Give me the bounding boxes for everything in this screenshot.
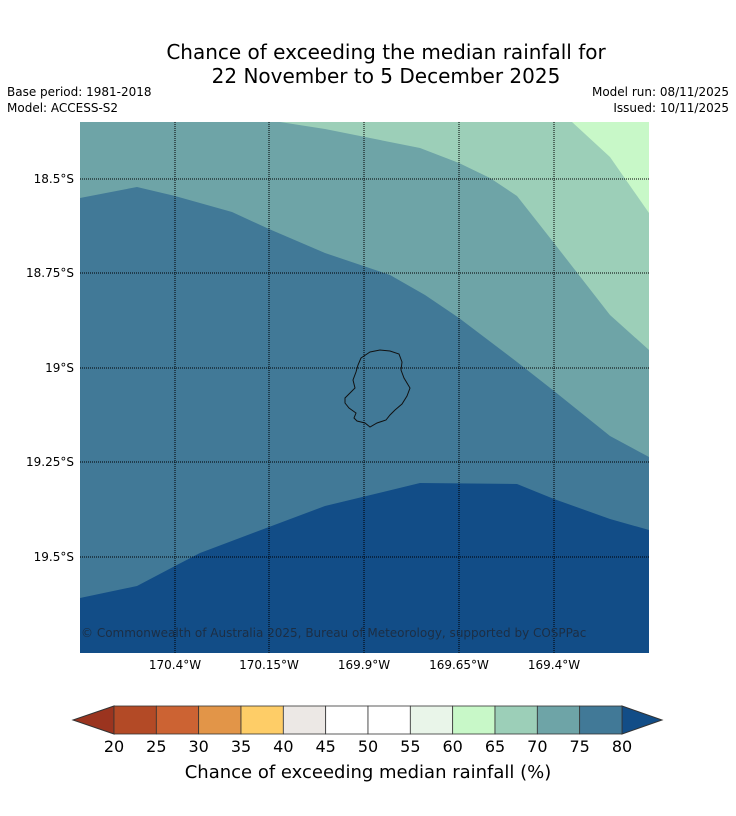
- colorbar-tick-label: 55: [400, 737, 421, 756]
- colorbar-tick-label: 35: [230, 737, 252, 756]
- colorbar-under-arrow: [71, 705, 115, 735]
- colorbar-segment: [198, 705, 242, 735]
- colorbar-segment: [494, 705, 538, 735]
- colorbar-segment: [452, 705, 496, 735]
- colorbar-over-arrow: [621, 705, 664, 735]
- colorbar-segment: [536, 705, 581, 735]
- base-period: Base period: 1981-2018: [7, 85, 152, 99]
- copyright: © Commonwealth of Australia 2025, Bureau…: [81, 626, 587, 640]
- colorbar-tick-label: 30: [188, 737, 209, 756]
- lon-label: 169.65°W: [429, 658, 489, 672]
- band-60-65: [572, 122, 649, 213]
- colorbar-tick-label: 65: [484, 737, 506, 756]
- colorbar-tick-label: 25: [146, 737, 167, 756]
- colorbar-tick-label: 70: [527, 737, 548, 756]
- lat-label: 19.5°S: [33, 550, 74, 564]
- map-area: [80, 122, 649, 653]
- colorbar-segment: [367, 705, 411, 735]
- colorbar-segment: [409, 705, 454, 735]
- colorbar-tick-label: 20: [103, 737, 125, 756]
- colorbar-label: Chance of exceeding median rainfall (%): [184, 762, 552, 783]
- lat-label: 18.5°S: [33, 172, 74, 186]
- colorbar-tick-label: 75: [569, 737, 590, 756]
- colorbar-segment: [325, 705, 369, 735]
- lon-label: 169.9°W: [337, 658, 391, 672]
- colorbar: [71, 705, 664, 735]
- colorbar-tick-label: 50: [357, 737, 379, 756]
- colorbar-segment: [282, 705, 327, 735]
- colorbar-segment: [113, 705, 157, 735]
- graticule: [80, 122, 649, 653]
- colorbar-segment: [155, 705, 200, 735]
- lat-label: 18.75°S: [26, 266, 74, 280]
- lat-label: 19.25°S: [26, 455, 74, 469]
- title-line-2: 22 November to 5 December 2025: [211, 64, 561, 88]
- lon-label: 170.4°W: [148, 658, 202, 672]
- niue-coastline: [344, 349, 411, 428]
- title-line-1: Chance of exceeding the median rainfall …: [166, 40, 606, 64]
- colorbar-tick-label: 45: [315, 737, 336, 756]
- colorbar-tick-label: 40: [273, 737, 294, 756]
- colorbar-tick-label: 80: [611, 737, 633, 756]
- model-name: Model: ACCESS-S2: [7, 101, 119, 115]
- colorbar-segment: [240, 705, 284, 735]
- lat-label: 19°S: [45, 361, 74, 375]
- model-run: Model run: 08/11/2025: [591, 85, 729, 99]
- lon-label: 170.15°W: [239, 658, 299, 672]
- lon-label: 169.4°W: [527, 658, 581, 672]
- colorbar-tick-label: 60: [442, 737, 463, 756]
- issued-date: Issued: 10/11/2025: [613, 101, 729, 115]
- colorbar-segment: [579, 705, 623, 735]
